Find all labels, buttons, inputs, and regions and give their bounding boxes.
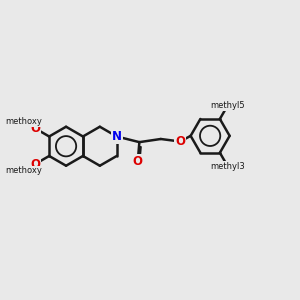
Text: O: O	[30, 122, 40, 135]
Text: O: O	[175, 135, 185, 148]
Text: O: O	[30, 158, 40, 171]
Text: methoxy: methoxy	[5, 166, 42, 175]
Text: methyl3: methyl3	[210, 162, 245, 171]
Text: N: N	[112, 130, 122, 143]
Text: O: O	[133, 154, 143, 167]
Text: methyl5: methyl5	[210, 101, 245, 110]
Text: methoxy: methoxy	[5, 117, 42, 126]
